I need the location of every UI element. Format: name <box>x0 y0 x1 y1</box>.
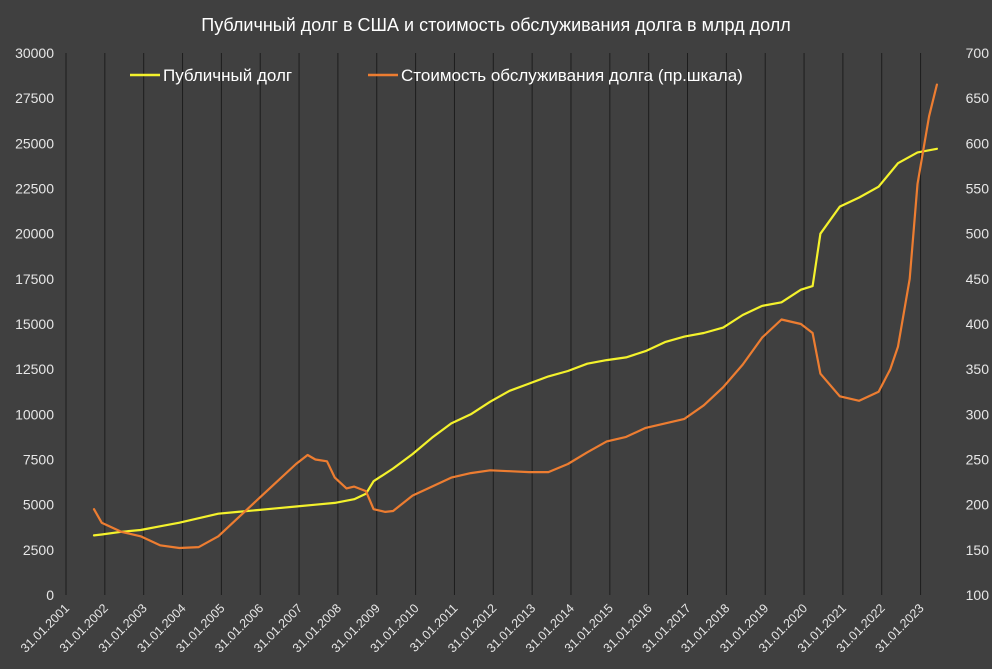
y-right-tick-label: 600 <box>966 135 990 151</box>
y-left-tick-label: 10000 <box>15 406 54 422</box>
series-line-debt-service-cost <box>92 83 939 550</box>
y-left-tick-label: 20000 <box>15 226 54 242</box>
gridlines <box>65 53 922 595</box>
y-right-tick-label: 450 <box>966 271 990 287</box>
legend: Публичный долг Стоимость обслуживания до… <box>130 66 743 85</box>
y-right-tick-label: 200 <box>966 497 990 513</box>
y-right-tick-label: 350 <box>966 361 990 377</box>
chart-title: Публичный долг в США и стоимость обслужи… <box>201 15 790 35</box>
series-line-public-debt <box>92 147 939 537</box>
y-right-tick-label: 400 <box>966 316 990 332</box>
y-left-tick-label: 30000 <box>15 45 54 61</box>
y-left-tick-label: 5000 <box>23 497 54 513</box>
y-left-tick-label: 15000 <box>15 316 54 332</box>
y-left-tick-label: 25000 <box>15 135 54 151</box>
y-left-tick-label: 17500 <box>15 271 54 287</box>
y-left-tick-label: 12500 <box>15 361 54 377</box>
y-right-tick-label: 650 <box>966 90 990 106</box>
series-lines <box>92 83 939 550</box>
legend-label-cost: Стоимость обслуживания долга (пр.шкала) <box>401 66 743 85</box>
x-axis: 31.01.200131.01.200231.01.200331.01.2004… <box>18 601 927 655</box>
legend-label-debt: Публичный долг <box>163 66 292 85</box>
y-right-tick-label: 500 <box>966 226 990 242</box>
y-left-tick-label: 7500 <box>23 452 54 468</box>
y-left-tick-label: 0 <box>46 587 54 603</box>
y-left-tick-label: 27500 <box>15 90 54 106</box>
left-axis: 0 2500 5000 7500 10000 12500 15000 17500 20000 22… <box>15 45 54 603</box>
y-left-tick-label: 2500 <box>23 542 54 558</box>
y-right-tick-label: 150 <box>966 542 990 558</box>
y-right-tick-label: 250 <box>966 452 990 468</box>
y-right-tick-label: 550 <box>966 181 990 197</box>
y-left-tick-label: 22500 <box>15 181 54 197</box>
y-right-tick-label: 300 <box>966 406 990 422</box>
y-right-tick-label: 700 <box>966 45 990 61</box>
y-right-tick-label: 100 <box>966 587 990 603</box>
right-axis: 100 150 200 250 300 350 400 450 500 550 600 650 700 <box>966 45 990 603</box>
